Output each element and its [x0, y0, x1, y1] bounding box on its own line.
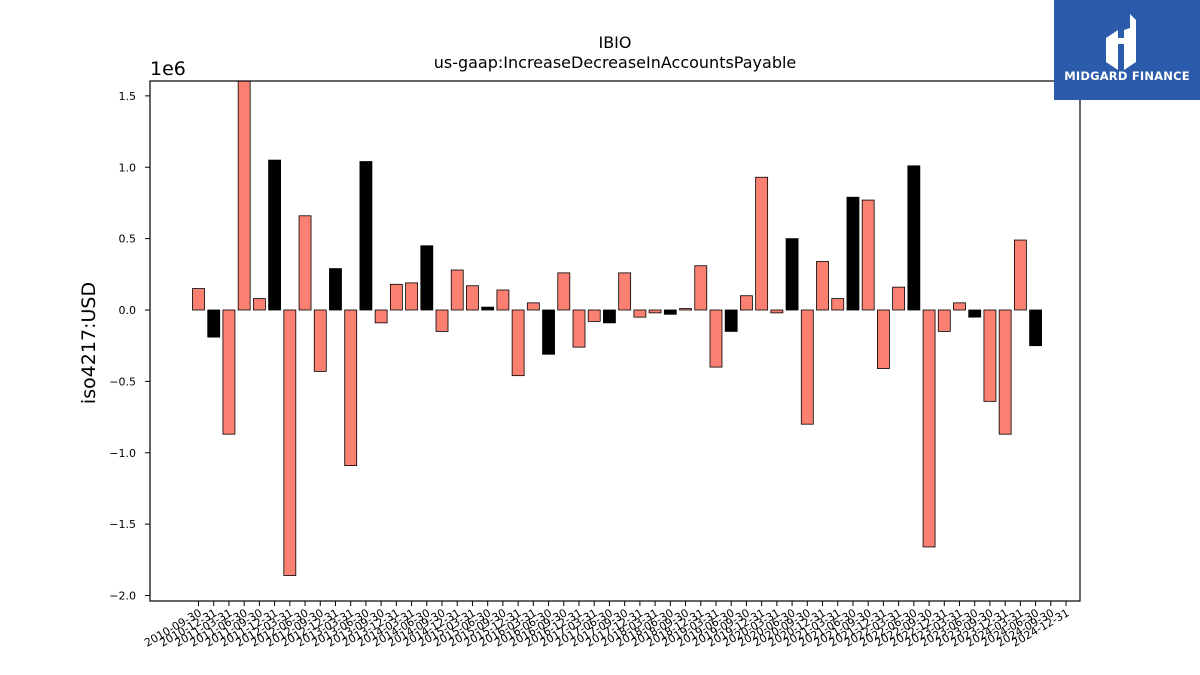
plot-frame: [149, 80, 1081, 602]
brand-logo: MIDGARD FINANCE: [1054, 0, 1200, 100]
bar-2017-09-30: [618, 272, 632, 311]
bar-2016-06-30: [542, 309, 555, 355]
bar-2019-06-30: [724, 309, 738, 332]
y-tick-label: −1.0: [109, 447, 136, 460]
bar-2011-06-30: [237, 80, 251, 311]
bar-2015-09-30: [496, 289, 510, 311]
bar-2020-09-30: [800, 309, 814, 425]
bar-2023-03-31: [953, 302, 966, 311]
bar-2012-06-30: [298, 215, 312, 311]
bar-2017-03-31: [587, 309, 601, 322]
bar-2013-09-30: [374, 309, 388, 324]
bar-2022-03-31: [892, 286, 906, 311]
bar-2011-12-31: [268, 159, 282, 311]
bar-2014-03-31: [405, 282, 418, 311]
bar-2016-09-30: [557, 272, 571, 311]
y-tick-label: 0.5: [119, 233, 137, 246]
y-tick-label: −1.5: [109, 518, 136, 531]
bar-2015-03-31: [466, 285, 479, 311]
bar-2014-06-30: [420, 245, 434, 311]
bar-2022-06-30: [907, 165, 921, 311]
bar-2019-03-31: [709, 309, 723, 368]
bar-2022-09-30: [922, 309, 936, 548]
bar-2014-12-31: [450, 269, 464, 311]
y-tick-label: −0.5: [109, 375, 136, 388]
bar-2018-06-30: [663, 309, 677, 315]
y-axis-offset-label: 1e6: [150, 58, 186, 80]
bar-2022-12-31: [937, 309, 951, 332]
bar-2019-12-31: [755, 176, 769, 311]
bar-2012-12-31: [329, 268, 342, 311]
bar-2010-09-30: [192, 288, 205, 311]
bar-2013-03-31: [344, 309, 358, 467]
bar-2017-12-31: [633, 309, 647, 318]
y-axis: 1.5 1.0 0.5 0.0 −0.5 −1.0 −1.5 −2.0: [109, 90, 150, 603]
logo-text: MIDGARD FINANCE: [1064, 69, 1190, 83]
bar-2014-09-30: [435, 309, 449, 332]
y-axis-label: iso4217:USD: [78, 282, 100, 404]
y-tick-label: −2.0: [109, 590, 136, 603]
bar-2020-06-30: [785, 238, 799, 311]
bar-series: [192, 80, 1042, 576]
bar-2012-03-31: [283, 309, 297, 576]
y-tick-label: 1.5: [119, 90, 137, 103]
bar-2013-06-30: [359, 161, 373, 311]
chart-subtitle: us-gaap:IncreaseDecreaseInAccountsPayabl…: [434, 53, 797, 72]
bar-2013-12-31: [389, 283, 403, 311]
bar-2017-06-30: [603, 309, 616, 324]
bar-2021-03-31: [831, 298, 845, 311]
bar-2021-06-30: [846, 196, 860, 311]
bar-2016-03-31: [526, 302, 540, 311]
bar-2020-12-31: [816, 261, 829, 311]
y-tick-label: 0.0: [119, 304, 137, 317]
logo-mark-icon: [1106, 14, 1136, 70]
chart-title: IBIO: [598, 33, 631, 52]
bar-2021-09-30: [861, 199, 875, 311]
bar-2023-09-30: [983, 309, 997, 402]
bar-2015-12-31: [511, 309, 525, 377]
bar-2018-12-31: [694, 265, 708, 311]
bar-2023-12-31: [998, 309, 1012, 435]
x-axis: 2010-09-302010-12-312011-03-312011-06-30…: [142, 601, 1072, 650]
bar-2020-03-31: [770, 309, 784, 314]
bar-2024-06-30: [1029, 309, 1042, 347]
bar-2016-12-31: [572, 309, 586, 348]
bar-2018-09-30: [679, 308, 692, 311]
bar-2011-03-31: [222, 309, 236, 435]
bar-2018-03-31: [648, 309, 662, 314]
bar-2023-06-30: [968, 309, 982, 318]
bar-2024-03-31: [1013, 239, 1027, 311]
y-tick-label: 1.0: [119, 161, 137, 174]
bar-2019-09-30: [740, 295, 753, 311]
bar-2021-12-31: [877, 309, 890, 369]
bar-2010-12-31: [207, 309, 221, 338]
bar-2011-09-30: [252, 298, 266, 311]
bar-2012-09-30: [313, 309, 327, 372]
bar-2015-06-30: [481, 306, 495, 311]
